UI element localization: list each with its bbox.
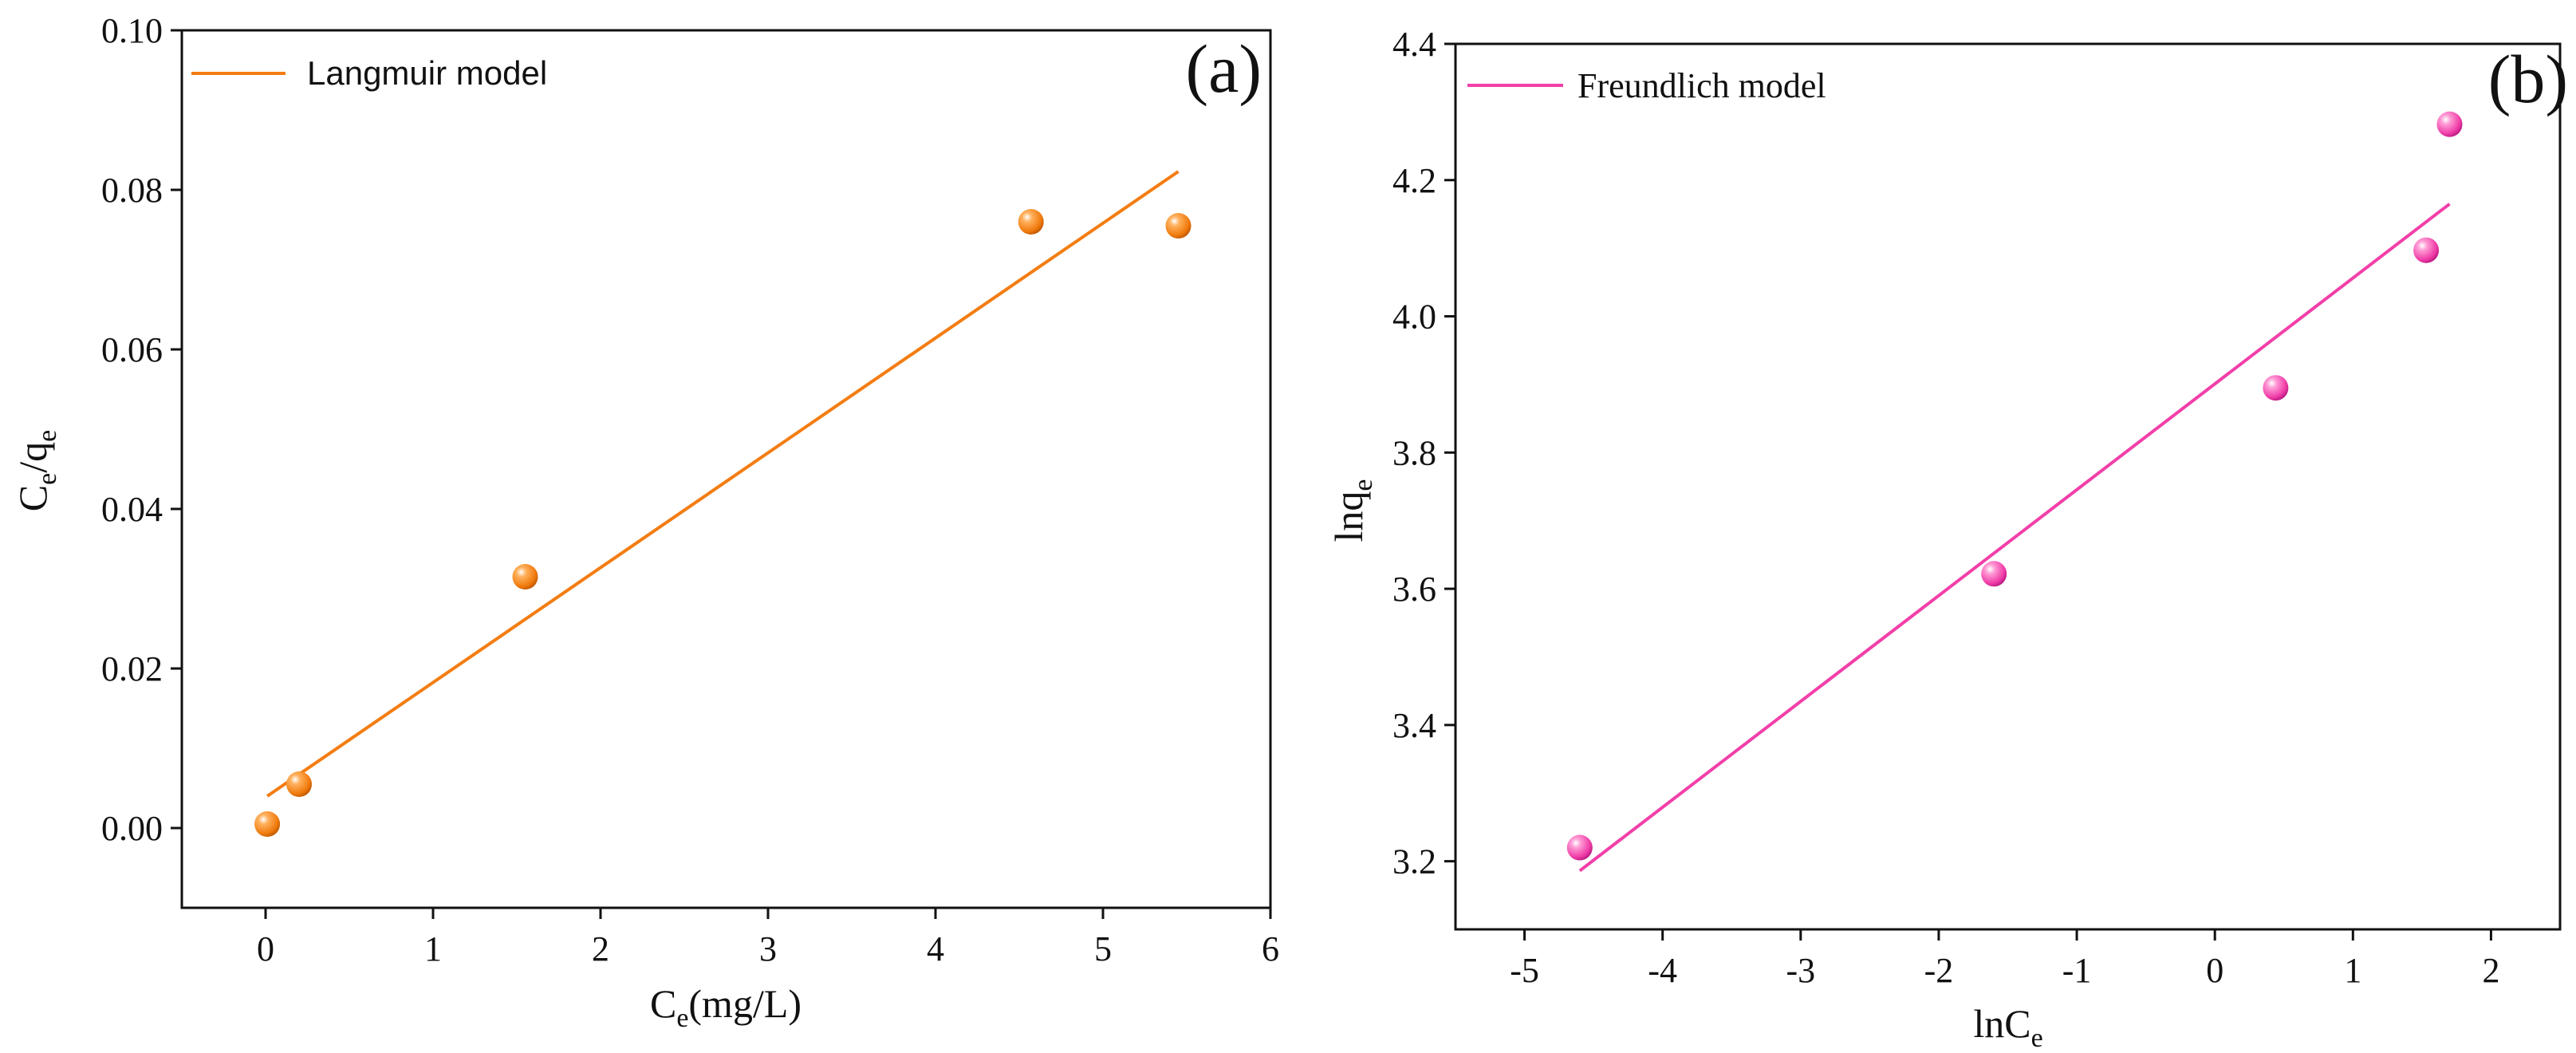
- data-point: [512, 564, 538, 590]
- x-tick-label: 0: [257, 929, 274, 968]
- x-tick-label: 5: [1094, 929, 1112, 968]
- x-tick-label: 1: [2344, 951, 2361, 990]
- data-point: [2436, 111, 2463, 137]
- x-axis-label: Ce(mg/L): [650, 981, 802, 1033]
- x-tick-label: -2: [1924, 951, 1954, 990]
- panel-a: 0 1 2 3 4 5 6 0.00 0.02 0.04 0.06 0.08 0.10 Langmuir…: [10, 11, 1279, 1033]
- data-point: [2263, 375, 2289, 401]
- y-tick-label: 0.04: [101, 490, 163, 529]
- y-tick-label: 4.2: [1392, 161, 1436, 200]
- x-tick-label: -5: [1510, 951, 1539, 990]
- legend-label: Langmuir model: [307, 54, 547, 92]
- y-tick-label: 3.2: [1392, 842, 1436, 881]
- fit-line: [266, 170, 1180, 798]
- panel-b: -5 -4 -3 -2 -1 0 1 2 3.2 3.4 3.6 3.8 4.0 4.2 4.4 Freun…: [1326, 25, 2568, 1053]
- x-tick-label: 2: [592, 929, 609, 968]
- y-tick-label: 4.4: [1392, 25, 1436, 64]
- panel-label: (b): [2488, 41, 2568, 117]
- marks-layer: -5 -4 -3 -2 -1 0 1 2 3.2 3.4 3.6 3.8 4.0 4.2 4.4: [1392, 25, 2499, 990]
- x-tick-label: 1: [424, 929, 442, 968]
- y-tick-label: 0.02: [101, 649, 163, 688]
- data-point: [1165, 213, 1191, 239]
- x-tick-label: -3: [1786, 951, 1815, 990]
- fit-line: [1578, 203, 2451, 873]
- x-tick-label: -4: [1648, 951, 1677, 990]
- y-axis-label: lnqe: [1326, 479, 1378, 542]
- data-point: [254, 811, 281, 837]
- y-tick-label: 0.08: [101, 171, 163, 210]
- panel-label: (a): [1186, 30, 1262, 107]
- y-tick-label: 0.00: [101, 809, 163, 848]
- data-point: [1566, 834, 1593, 861]
- x-tick-label: 0: [2206, 951, 2223, 990]
- x-axis-label: lnCe: [1973, 1001, 2042, 1053]
- y-tick-label: 0.10: [101, 11, 163, 50]
- plot-frame: [180, 29, 1272, 909]
- legend-label: Freundlich model: [1578, 66, 1826, 105]
- legend: Freundlich model: [1467, 66, 1826, 105]
- x-tick-label: 4: [927, 929, 944, 968]
- x-tick-label: 6: [1262, 929, 1279, 968]
- y-tick-label: 3.4: [1392, 706, 1436, 745]
- x-tick-label: -1: [2062, 951, 2092, 990]
- data-point: [1018, 209, 1044, 235]
- plot-frame: [1454, 42, 2562, 931]
- marks-layer: 0 1 2 3 4 5 6 0.00 0.02 0.04 0.06 0.08 0.10: [101, 11, 1279, 968]
- y-tick-label: 0.06: [101, 330, 163, 369]
- y-tick-label: 3.8: [1392, 433, 1436, 472]
- x-tick-label: 2: [2482, 951, 2499, 990]
- x-tick-label: 3: [759, 929, 777, 968]
- data-point: [1981, 561, 2007, 587]
- data-point: [286, 771, 312, 797]
- data-point: [2413, 237, 2440, 263]
- legend: Langmuir model: [191, 54, 547, 92]
- y-tick-label: 3.6: [1392, 570, 1436, 609]
- y-axis-label: Ce/qe: [10, 430, 62, 511]
- y-tick-label: 4.0: [1392, 298, 1436, 337]
